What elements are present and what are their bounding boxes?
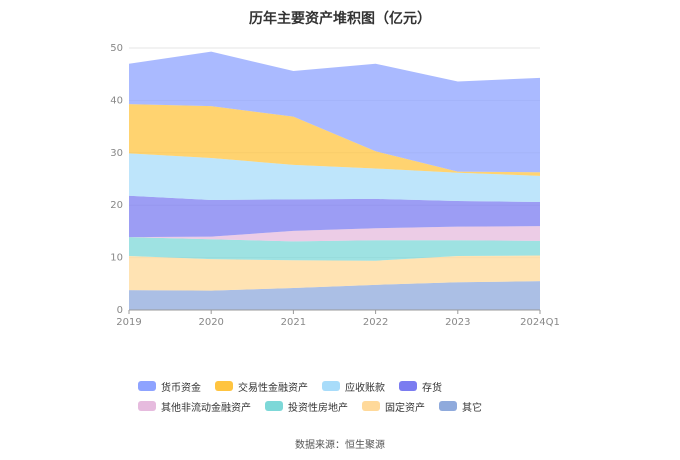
y-tick-label: 0: [117, 305, 123, 316]
legend-swatch: [138, 381, 156, 391]
x-tick-label: 2024Q1: [520, 317, 560, 328]
x-tick-label: 2019: [116, 317, 141, 328]
y-tick-label: 30: [110, 148, 123, 159]
legend-label: 存货: [422, 382, 442, 394]
legend-item[interactable]: 货币资金: [138, 376, 201, 396]
legend-item[interactable]: 投资性房地产: [265, 396, 348, 416]
legend-label: 投资性房地产: [288, 402, 348, 414]
area-其它: [129, 281, 540, 310]
legend-label: 交易性金融资产: [238, 382, 308, 394]
chart-title: 历年主要资产堆积图（亿元）: [249, 11, 431, 27]
legend-item[interactable]: 应收账款: [322, 376, 385, 396]
legend-item[interactable]: 其他非流动金融资产: [138, 396, 251, 416]
x-tick-label: 2023: [445, 317, 470, 328]
legend-swatch: [322, 381, 340, 391]
area-存货: [129, 195, 540, 238]
y-tick-label: 20: [110, 200, 123, 211]
y-tick-label: 10: [110, 253, 123, 264]
legend-swatch: [362, 401, 380, 411]
axes: 0 10 20 30 40 50 2019 2020 2021 2022 2023 2024Q1: [110, 43, 560, 328]
source-note: 数据来源：恒生聚源: [295, 440, 385, 451]
legend-item[interactable]: 其它: [439, 396, 482, 416]
legend-label: 其他非流动金融资产: [161, 402, 251, 414]
legend-item[interactable]: 交易性金融资产: [215, 376, 308, 396]
legend-label: 固定资产: [385, 402, 425, 414]
area-交易性金融资产: [129, 104, 540, 176]
legend-item[interactable]: 固定资产: [362, 396, 425, 416]
area-货币资金: [129, 51, 540, 173]
legend-label: 应收账款: [345, 382, 385, 394]
y-tick-label: 40: [110, 95, 123, 106]
x-tick-label: 2020: [198, 317, 223, 328]
legend-swatch: [138, 401, 156, 411]
legend-swatch: [215, 381, 233, 391]
legend-label: 其它: [462, 402, 482, 414]
legend-item[interactable]: 存货: [399, 376, 442, 396]
area-固定资产: [129, 255, 540, 291]
stacked-area-chart: 0 10 20 30 40 50 2019 2020 2021 2022 2023 2024Q1: [110, 43, 560, 328]
legend: 货币资金 交易性金融资产 应收账款 存货其他非流动金融资产 投资性房地产 固定资产 其它: [138, 376, 578, 416]
x-tick-label: 2021: [281, 317, 306, 328]
area-其他非流动金融资产: [129, 226, 540, 242]
legend-swatch: [399, 381, 417, 391]
legend-label: 货币资金: [161, 382, 201, 394]
y-tick-label: 50: [110, 43, 123, 54]
x-tick-label: 2022: [363, 317, 388, 328]
area-投资性房地产: [129, 237, 540, 261]
legend-swatch: [439, 401, 457, 411]
area-series: [129, 51, 540, 310]
legend-swatch: [265, 401, 283, 411]
area-应收账款: [129, 153, 540, 203]
